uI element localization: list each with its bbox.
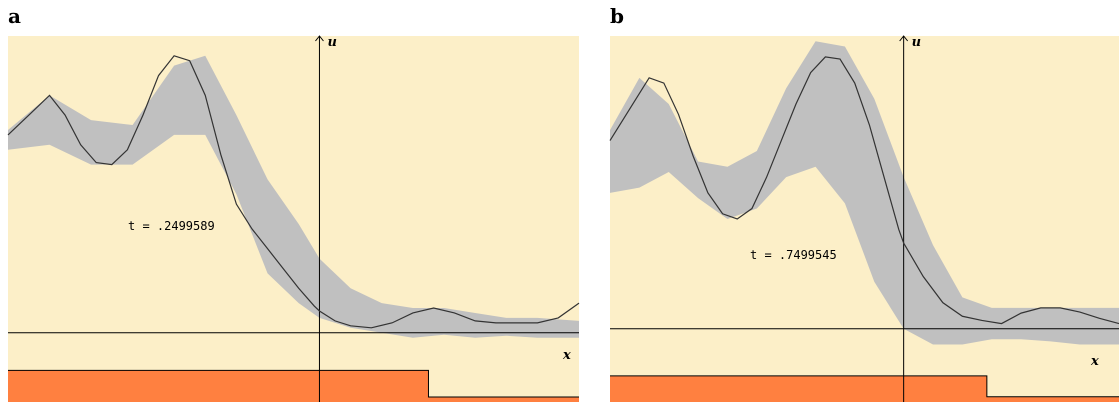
step-region: [610, 375, 1119, 402]
chart-panel-a: u x t = .2499589: [7, 35, 580, 402]
chart-panel-b: u x t = .7499545: [609, 35, 1119, 402]
solution-curve: [609, 56, 1119, 325]
y-axis-label: u: [327, 35, 336, 50]
y-axis-label: u: [912, 35, 921, 50]
step-outline: [610, 375, 1119, 398]
step-region: [8, 370, 579, 402]
x-axis-label: x: [1090, 354, 1099, 369]
y-axis-arrow: [315, 35, 324, 42]
solution-envelope-band: [8, 55, 579, 338]
step-outline: [8, 369, 579, 398]
time-annotation: t = .7499545: [750, 248, 837, 262]
panel-label-b: b: [610, 4, 624, 28]
time-annotation: t = .2499589: [128, 219, 215, 233]
x-axis-label: x: [562, 348, 571, 363]
panel-label-a: a: [8, 4, 21, 28]
solution-envelope-band: [610, 41, 1119, 345]
solution-curve: [7, 55, 580, 329]
y-axis-arrow: [899, 35, 909, 42]
